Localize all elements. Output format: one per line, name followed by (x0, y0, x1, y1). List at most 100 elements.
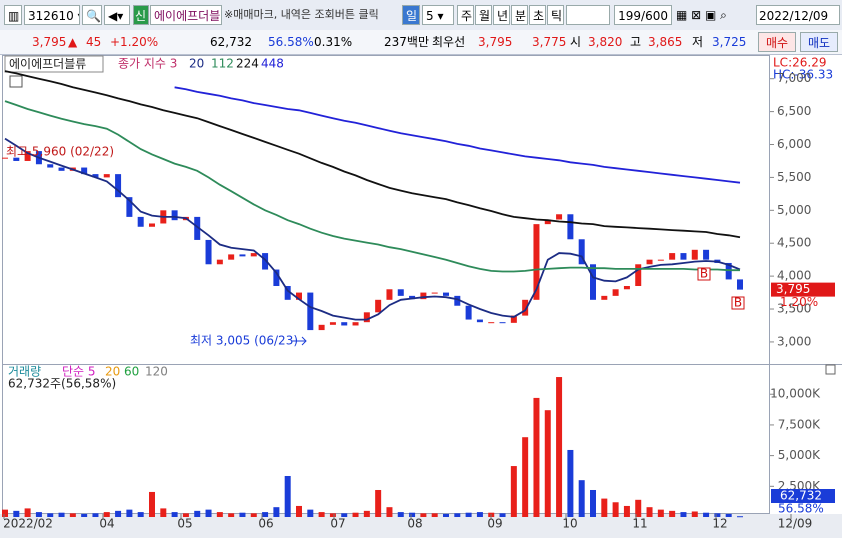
amount: 237백만 (384, 35, 429, 49)
volume-bar (476, 512, 483, 517)
date[interactable]: 2022/12/09 (756, 5, 840, 25)
candle (284, 285, 291, 300)
volume-bar (375, 489, 382, 517)
collapse-icon[interactable] (825, 364, 836, 375)
y-tick-label: 5,500 (777, 170, 811, 184)
ma-line (174, 86, 741, 184)
volume-bar (556, 377, 563, 517)
price: 3,795 (32, 35, 67, 49)
volume-bar (296, 505, 302, 517)
x-tick-label: 05 (177, 517, 192, 531)
volume-bar (669, 510, 676, 517)
sell-button[interactable]: 매도 (800, 32, 838, 52)
grid-icon (9, 75, 23, 88)
candle (2, 157, 8, 159)
candle (352, 322, 359, 326)
candle (612, 289, 619, 296)
buy-mark (731, 296, 745, 310)
ma-line (4, 70, 741, 239)
candle (443, 292, 449, 296)
volume-bar (352, 512, 359, 517)
legend-label: 120 (145, 365, 168, 379)
candle (522, 299, 529, 316)
y-tick-label: 3,000 (777, 334, 811, 348)
candle (194, 216, 201, 240)
lc-label: LC:26.29 (773, 56, 826, 70)
volume-bar (126, 509, 133, 517)
interval[interactable]: 5 ▾ (422, 5, 454, 25)
volume-bar (69, 513, 76, 517)
volume-bar (725, 513, 732, 517)
x-tick-label: 09 (487, 517, 502, 531)
last-price-box (771, 282, 835, 297)
candle (329, 322, 336, 325)
dropdown[interactable] (566, 5, 610, 25)
candle (510, 315, 517, 323)
candle (386, 289, 393, 300)
candle (431, 292, 438, 294)
stock-name[interactable]: 에이에프더블 (150, 5, 222, 25)
candle (397, 289, 404, 296)
candle (318, 324, 325, 331)
period-button[interactable]: 주 (457, 5, 474, 25)
volume-bar (397, 512, 404, 517)
volume-bar (533, 397, 540, 517)
volume-bar (262, 512, 269, 517)
candle (24, 151, 31, 161)
candle (646, 259, 653, 265)
plot-frame (2, 55, 770, 514)
candle (216, 259, 223, 265)
candle (13, 157, 20, 161)
volume-bar (646, 507, 653, 517)
code-input[interactable]: 312610 ▾ (24, 5, 80, 25)
candle (544, 219, 551, 225)
period-button[interactable]: 월 (475, 5, 492, 25)
candle (307, 292, 314, 331)
volume-bar (737, 516, 743, 518)
y-tick-label: 3,500 (777, 302, 811, 316)
candle (149, 223, 155, 227)
best-label: 최우선 (432, 35, 466, 49)
sound-button[interactable]: ◀▾ (104, 5, 130, 25)
candle (556, 214, 563, 220)
volume-bar (386, 507, 393, 517)
period-day[interactable]: 일 (402, 5, 420, 25)
volume-bar (341, 513, 348, 517)
buy-button[interactable]: 매수 (758, 32, 796, 52)
period-button[interactable]: 분 (511, 5, 528, 25)
legend-label: 112 (211, 57, 234, 71)
volume-bar (567, 449, 574, 517)
legend-label: 20 (105, 365, 120, 379)
x-tick-label: 10 (562, 517, 577, 531)
volume-bar (228, 513, 235, 517)
candle (58, 167, 65, 171)
volume-bar (13, 510, 20, 517)
volume-bar (680, 512, 687, 517)
menu-icon[interactable]: ▥ (4, 5, 22, 25)
x-tick-label: 04 (99, 517, 114, 531)
period-button[interactable]: 초 (529, 5, 546, 25)
candle (476, 319, 483, 323)
candle (737, 279, 743, 290)
last-volume-ratio: 56.58% (778, 502, 824, 516)
volume-bar (171, 512, 178, 517)
arrow: ▲ (68, 35, 78, 49)
candle (465, 305, 472, 320)
turnover: 0.31% (314, 35, 353, 49)
candle (499, 322, 506, 324)
volume-bar (182, 513, 189, 517)
tool-icons[interactable]: ▦ ⊠ ▣ ⌕ (676, 8, 727, 22)
period-button[interactable]: 년 (493, 5, 510, 25)
search-button[interactable]: 🔍 (82, 5, 102, 25)
period-button[interactable]: 틱 (547, 5, 564, 25)
volume-bar (239, 512, 246, 517)
candle (590, 264, 596, 300)
y-tick-label: 4,500 (777, 236, 811, 250)
open: 3,820 (588, 35, 623, 49)
ask: 3,795 (478, 35, 513, 49)
candle (691, 249, 698, 260)
candle (669, 253, 676, 260)
volume-bar (635, 499, 642, 517)
volume-bar (205, 509, 212, 517)
